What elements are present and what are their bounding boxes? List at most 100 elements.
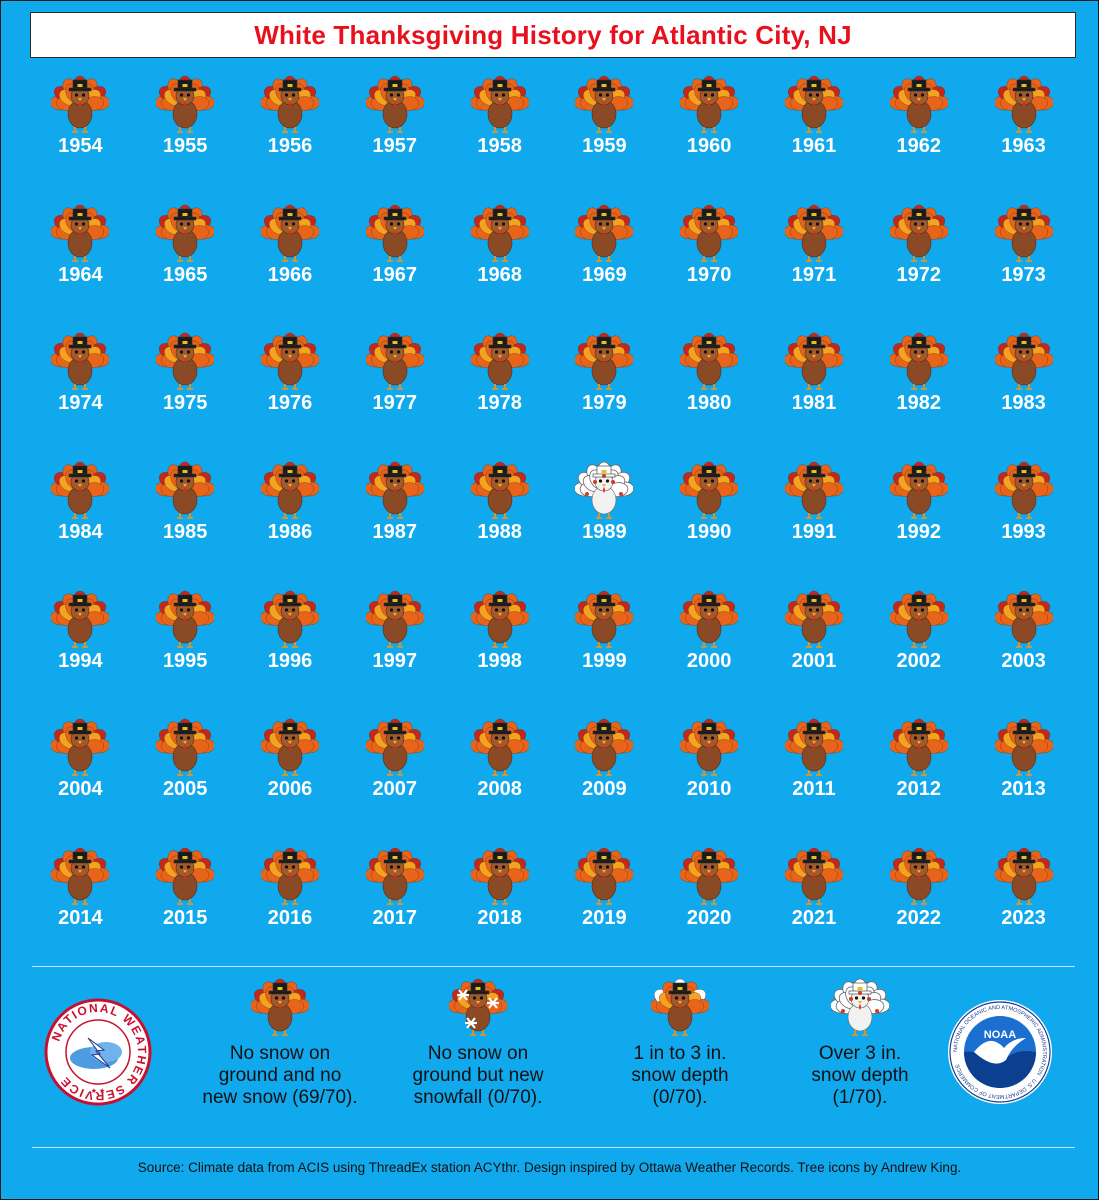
turkey-icon — [470, 72, 529, 134]
turkey-icon — [889, 72, 948, 134]
year-label: 1962 — [896, 135, 942, 157]
year-cell: 1993 — [971, 458, 1076, 587]
year-cell: 1964 — [28, 201, 133, 330]
turkey-icon — [260, 844, 319, 906]
year-cell: 1985 — [133, 458, 238, 587]
turkey-icon — [470, 458, 529, 520]
year-cell: 2021 — [762, 844, 867, 973]
year-label: 2004 — [58, 778, 103, 801]
year-cell: 1971 — [762, 201, 867, 330]
year-cell: 1982 — [866, 329, 971, 458]
year-label: 2013 — [1001, 778, 1046, 801]
year-cell: 1974 — [28, 329, 133, 458]
turkey-icon — [365, 844, 424, 906]
year-label: 1964 — [58, 263, 103, 286]
turkey-icon — [470, 587, 529, 649]
title-box: White Thanksgiving History for Atlantic … — [30, 12, 1076, 58]
year-label: 1967 — [372, 263, 418, 286]
turkey-icon — [680, 201, 739, 263]
year-cell: 1972 — [866, 201, 971, 330]
year-cell: 2023 — [971, 844, 1076, 973]
year-label: 1975 — [162, 392, 208, 415]
turkey-icon — [994, 72, 1053, 134]
turkey-icon — [260, 458, 319, 520]
year-label: 1970 — [686, 263, 732, 286]
turkey-icon — [51, 329, 110, 391]
turkey-icon — [680, 72, 739, 134]
turkey-icon — [260, 72, 319, 134]
year-cell: 1955 — [133, 72, 238, 201]
year-cell: 1957 — [342, 72, 447, 201]
year-cell: 1979 — [552, 329, 657, 458]
turkey-icon — [889, 458, 948, 520]
year-label: 1977 — [372, 392, 418, 415]
year-cell: 2003 — [971, 587, 1076, 716]
year-cell: 1968 — [447, 201, 552, 330]
turkey-icon — [365, 329, 424, 391]
year-cell: 2001 — [762, 587, 867, 716]
year-label: 1997 — [372, 649, 418, 672]
year-cell: 2020 — [657, 844, 762, 973]
year-label: 2006 — [267, 778, 313, 801]
legend-text: 1 in to 3 in. snow depth (0/70). — [631, 1043, 729, 1108]
year-cell: 2010 — [657, 715, 762, 844]
year-label: 1983 — [1001, 392, 1046, 415]
year-label: 1981 — [791, 392, 837, 415]
turkey-icon — [994, 715, 1053, 777]
year-cell: 2011 — [762, 715, 867, 844]
year-cell: 1966 — [238, 201, 343, 330]
turkey-icon — [156, 844, 215, 906]
year-label: 1989 — [582, 521, 627, 544]
legend-item: Over 3 in. snow depth (1/70). — [760, 975, 960, 1109]
turkey-icon — [784, 587, 843, 649]
year-label: 1982 — [896, 392, 942, 415]
turkey-icon — [365, 72, 424, 134]
year-cell: 2014 — [28, 844, 133, 973]
year-label: 1971 — [791, 263, 837, 286]
year-cell: 1988 — [447, 458, 552, 587]
year-label: 1958 — [477, 135, 522, 157]
white-turkey-icon — [575, 458, 634, 520]
year-label: 1992 — [896, 521, 942, 544]
year-label: 2010 — [686, 778, 732, 801]
year-cell: 2013 — [971, 715, 1076, 844]
year-label: 2012 — [896, 778, 942, 801]
year-cell: 1989 — [552, 458, 657, 587]
turkey-icon — [260, 201, 319, 263]
turkey-icon — [365, 715, 424, 777]
year-cell: 1969 — [552, 201, 657, 330]
legend-item: No snow on ground and no new snow (69/70… — [180, 975, 380, 1109]
year-cell: 1991 — [762, 458, 867, 587]
year-label: 1966 — [267, 263, 313, 286]
legend-none-icon — [251, 975, 309, 1037]
year-label: 2005 — [162, 778, 208, 801]
turkey-icon — [156, 715, 215, 777]
turkey-icon — [680, 587, 739, 649]
legend-text: No snow on ground but new snowfall (0/70… — [412, 1043, 544, 1108]
year-grid: 1954 1955 1956 1957 — [28, 72, 1076, 973]
year-label: 1959 — [582, 135, 627, 157]
year-cell: 2004 — [28, 715, 133, 844]
turkey-icon — [994, 458, 1053, 520]
turkey-icon — [680, 844, 739, 906]
year-label: 2021 — [791, 907, 837, 930]
year-label: 1986 — [267, 521, 313, 544]
year-cell: 1992 — [866, 458, 971, 587]
turkey-icon — [994, 329, 1053, 391]
year-cell: 2022 — [866, 844, 971, 973]
turkey-icon — [784, 844, 843, 906]
year-label: 1965 — [162, 263, 208, 286]
nws-logo-icon: NATIONAL WEATHER SERVICE ★ ★ — [44, 998, 152, 1106]
year-label: 1954 — [58, 135, 103, 157]
turkey-icon — [470, 844, 529, 906]
year-cell: 2019 — [552, 844, 657, 973]
year-cell: 1970 — [657, 201, 762, 330]
year-cell: 1995 — [133, 587, 238, 716]
turkey-icon — [680, 329, 739, 391]
turkey-icon — [260, 329, 319, 391]
legend-item: 1 in to 3 in. snow depth (0/70). — [580, 975, 780, 1109]
year-label: 2016 — [267, 907, 313, 930]
year-label: 1960 — [686, 135, 732, 157]
year-label: 1980 — [686, 392, 732, 415]
year-label: 1994 — [58, 649, 103, 672]
